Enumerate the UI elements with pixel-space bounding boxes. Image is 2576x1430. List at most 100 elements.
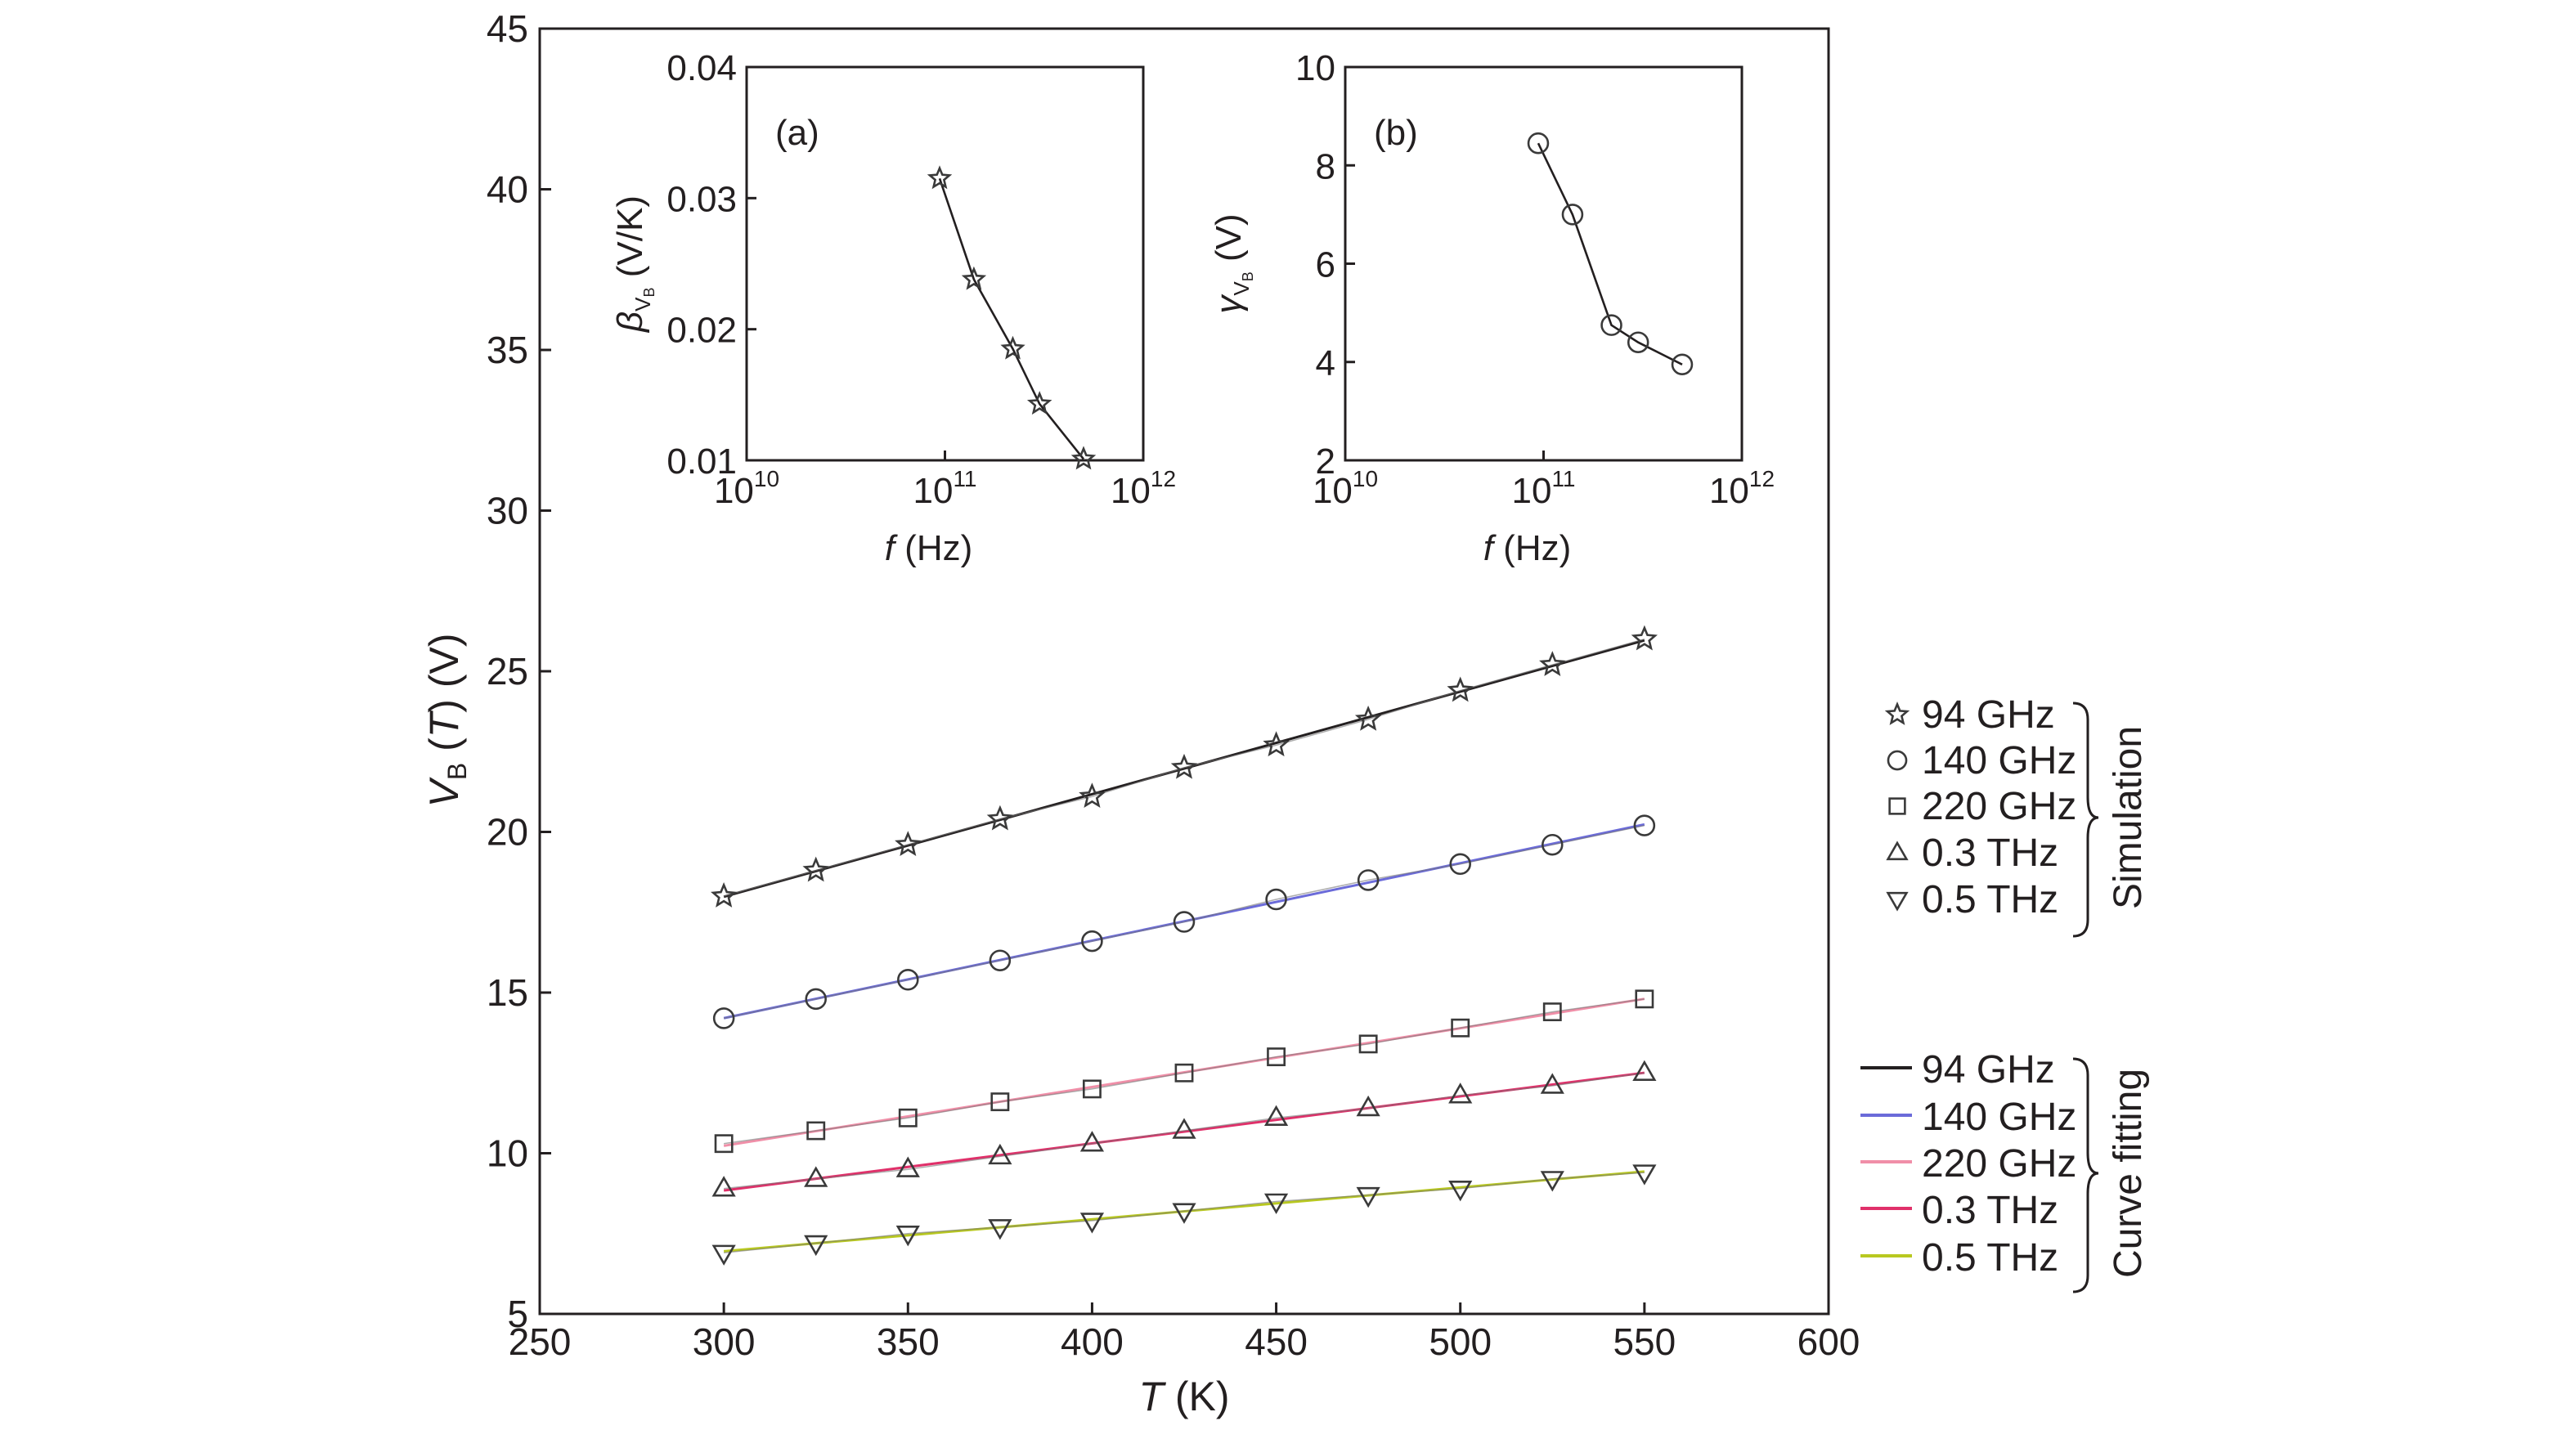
inset-a-y-tick-label: 0.02	[666, 311, 737, 351]
data-point	[711, 882, 738, 908]
x-axis-label: T (K)	[1138, 1374, 1229, 1419]
data-point	[1079, 1213, 1105, 1234]
inset-b-y-tick-label: 6	[1316, 245, 1335, 285]
data-point	[1539, 651, 1566, 676]
data-point	[1172, 1203, 1196, 1224]
data-point	[1263, 1193, 1289, 1215]
y-tick-label: 35	[487, 329, 528, 371]
inset-a-y-axis-label: βVB (V/K)	[610, 195, 657, 334]
data-point	[1632, 1164, 1657, 1186]
data-point	[1079, 1131, 1105, 1152]
fit-line-1	[723, 639, 1645, 899]
data-point	[1174, 1063, 1194, 1083]
inset-b-y-tick-label: 2	[1316, 442, 1335, 482]
data-point	[897, 969, 919, 991]
data-point	[895, 1156, 920, 1177]
inset-a-x-tick-label: 1011	[913, 466, 976, 511]
inset-b-y-tick-label: 4	[1316, 343, 1335, 383]
x-tick-label: 450	[1245, 1320, 1308, 1363]
data-point	[1632, 1060, 1657, 1081]
legend-marker	[1886, 891, 1909, 912]
data-point	[804, 1166, 828, 1187]
inset-a-data-point	[961, 266, 987, 290]
inset-a-y-tick-label: 0.01	[666, 442, 737, 482]
y-tick-label: 10	[487, 1132, 528, 1175]
data-point	[1449, 853, 1471, 876]
legend-marker	[1887, 750, 1908, 771]
data-point	[1451, 1018, 1470, 1038]
series-line-5	[724, 1172, 1645, 1254]
legend-fit-label: 94 GHz	[1922, 1048, 2055, 1092]
y-tick-label: 5	[507, 1293, 528, 1335]
inset-a-data-point	[1070, 446, 1097, 470]
data-point	[1542, 1002, 1562, 1022]
data-point	[1540, 1073, 1564, 1094]
fit-line-3	[723, 997, 1645, 1147]
data-point	[1357, 869, 1380, 891]
data-point	[1356, 1186, 1380, 1208]
inset-a-data-point	[1000, 335, 1025, 360]
inset-a-data-point	[927, 165, 953, 190]
inset-b-x-axis-label: f (Hz)	[1483, 528, 1572, 568]
legend-brace-fitting	[2072, 1057, 2099, 1293]
inset-a-y-tick-label: 0.03	[666, 179, 737, 219]
legend-sim-label: 94 GHz	[1922, 693, 2055, 737]
data-point	[895, 831, 922, 857]
data-point	[989, 949, 1012, 971]
data-point	[1354, 705, 1382, 731]
inset-a-frame	[745, 65, 1145, 462]
data-point	[1631, 625, 1658, 651]
data-point	[1358, 1034, 1378, 1054]
data-point	[1633, 814, 1656, 836]
y-tick-label: 30	[487, 490, 528, 532]
data-point	[986, 805, 1013, 831]
data-point	[1172, 1118, 1196, 1139]
legend-marker	[1884, 701, 1910, 725]
data-point	[1267, 1047, 1286, 1067]
data-point	[1447, 676, 1474, 702]
inset-b-data-point	[1600, 314, 1622, 336]
inset-a-x-axis-label: f (Hz)	[885, 528, 973, 568]
inset-a-series-line	[938, 177, 1085, 460]
y-tick-label: 25	[487, 650, 528, 693]
legend-fit-label: 140 GHz	[1922, 1096, 2076, 1139]
data-point	[805, 988, 827, 1011]
x-tick-label: 300	[693, 1320, 756, 1363]
data-point	[1540, 1171, 1564, 1192]
legend-marker	[1886, 841, 1909, 861]
series-line-3	[723, 998, 1645, 1145]
inset-b-x-tick-label: 1011	[1511, 466, 1575, 511]
inset-a-data-point	[1026, 391, 1052, 415]
data-point	[988, 1143, 1012, 1165]
data-point	[1263, 1105, 1289, 1127]
data-point	[988, 1219, 1012, 1240]
series-line-1	[723, 638, 1645, 897]
data-point	[1448, 1180, 1473, 1202]
inset-b-panel-label: (b)	[1374, 113, 1418, 153]
data-point	[712, 1007, 735, 1029]
inset-b-x-tick-label: 1012	[1709, 466, 1775, 511]
legend-brace-simulation	[2072, 702, 2099, 938]
series-line-2	[723, 824, 1645, 1020]
legend-sim-label: 140 GHz	[1922, 739, 2076, 782]
data-point	[1265, 888, 1287, 911]
data-point	[1635, 989, 1654, 1009]
y-tick-label: 45	[487, 7, 528, 50]
inset-b-x-tick-label: 1010	[1313, 466, 1378, 511]
inset-b-data-point	[1561, 204, 1584, 226]
x-tick-label: 400	[1061, 1320, 1124, 1363]
x-tick-label: 600	[1797, 1320, 1860, 1363]
data-point	[1170, 753, 1198, 779]
legend-fit-label: 0.5 THz	[1922, 1236, 2058, 1280]
inset-b-series-line	[1537, 142, 1683, 365]
series-line-4	[724, 1072, 1645, 1190]
inset-b-y-tick-label: 8	[1316, 146, 1335, 186]
data-point	[1356, 1095, 1380, 1117]
data-point	[802, 856, 829, 882]
data-point	[1082, 1079, 1102, 1099]
inset-a-x-tick-label: 1010	[714, 466, 779, 511]
data-point	[1079, 782, 1106, 809]
inset-b-y-axis-label: γVB (V)	[1209, 213, 1256, 313]
legend-fit-label: 220 GHz	[1922, 1142, 2076, 1186]
